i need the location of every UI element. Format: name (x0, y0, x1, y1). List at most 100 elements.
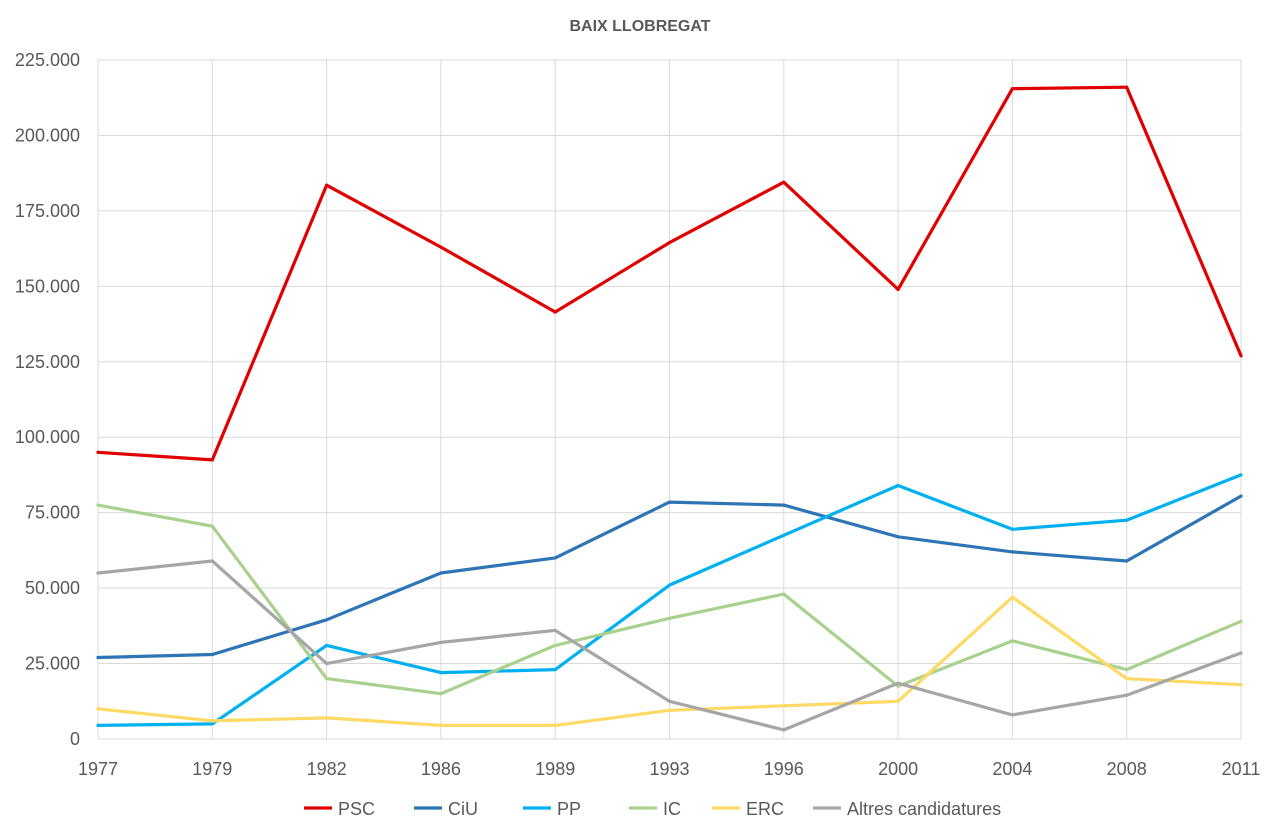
data-point-psc (1239, 354, 1243, 358)
x-tick-label: 1982 (307, 759, 347, 779)
data-point-altres-candidatures (1239, 651, 1243, 655)
data-point-psc (896, 287, 900, 291)
data-point-pp (782, 533, 786, 537)
data-point-altres-candidatures (1125, 693, 1129, 697)
data-point-ic (439, 692, 443, 696)
series-lines (96, 85, 1243, 732)
x-axis-ticks: 1977 1979 1982 1986 1989 1993 1996 2000 2004 2008… (78, 759, 1260, 779)
data-point-erc (1125, 677, 1129, 681)
data-point-pp (96, 723, 100, 728)
data-point-ciu (896, 535, 900, 539)
data-point-altres-candidatures (1010, 713, 1015, 717)
data-point-ic (1239, 619, 1243, 623)
data-point-pp (210, 722, 214, 726)
data-point-ic (1010, 639, 1015, 643)
legend-label-erc: ERC (746, 799, 784, 819)
data-point-ic (210, 524, 214, 528)
data-point-pp (325, 643, 329, 648)
data-point-ic (325, 677, 329, 681)
data-point-psc (1125, 85, 1129, 89)
data-point-pp (553, 667, 557, 672)
data-point-ic (667, 616, 672, 620)
data-point-ciu (210, 652, 214, 657)
data-point-altres-candidatures (553, 628, 557, 632)
data-point-psc (210, 458, 214, 462)
legend-label-pp: PP (557, 799, 581, 819)
y-tick-label: 200.000 (15, 125, 80, 145)
y-tick-label: 125.000 (15, 352, 80, 372)
data-point-psc (782, 180, 786, 184)
legend: PSC CiU PP IC ERC Altres candidatures (304, 799, 1001, 819)
data-point-ciu (553, 556, 557, 560)
data-point-ciu (667, 500, 672, 504)
x-tick-label: 1993 (649, 759, 689, 779)
data-point-pp (1239, 473, 1243, 477)
data-point-altres-candidatures (667, 699, 672, 703)
data-point-pp (667, 583, 672, 587)
data-point-erc (210, 719, 214, 723)
x-tick-label: 1986 (421, 759, 461, 779)
x-tick-label: 1979 (192, 759, 232, 779)
data-point-ciu (96, 655, 100, 660)
data-point-pp (896, 483, 900, 488)
x-tick-label: 2008 (1107, 759, 1147, 779)
data-point-altres-candidatures (896, 681, 900, 685)
grid (97, 59, 1242, 740)
data-point-ciu (1010, 550, 1015, 554)
y-tick-label: 75.000 (25, 503, 80, 523)
data-point-pp (439, 671, 443, 675)
x-tick-label: 1977 (78, 759, 118, 779)
data-point-erc (782, 704, 786, 708)
data-point-erc (96, 707, 100, 711)
data-point-erc (1239, 683, 1243, 687)
data-point-ic (896, 684, 900, 688)
data-point-ciu (782, 503, 786, 507)
data-point-ciu (1239, 494, 1243, 498)
data-point-psc (553, 310, 557, 314)
x-tick-label: 2004 (992, 759, 1032, 779)
data-point-erc (667, 708, 672, 712)
chart-title: BAIX LLOBREGAT (569, 18, 710, 35)
data-point-psc (1010, 87, 1015, 91)
data-point-psc (325, 183, 329, 187)
data-point-altres-candidatures (439, 640, 443, 645)
legend-label-ic: IC (663, 799, 681, 819)
y-tick-label: 225.000 (15, 50, 80, 70)
y-tick-label: 150.000 (15, 276, 80, 296)
legend-label-psc: PSC (338, 799, 375, 819)
data-point-ic (96, 503, 100, 507)
data-point-ciu (325, 618, 329, 622)
data-point-erc (325, 716, 329, 720)
data-point-altres-candidatures (325, 661, 329, 666)
x-tick-label: 2011 (1222, 759, 1261, 779)
y-axis-ticks: 0 25.000 50.000 75.000 100.000 125.000 150.000… (15, 50, 80, 749)
data-point-pp (1010, 527, 1015, 531)
data-point-psc (439, 245, 443, 249)
legend-label-altres-candidatures: Altres candidatures (847, 799, 1001, 819)
data-point-ic (782, 592, 786, 596)
data-point-pp (1125, 518, 1129, 522)
data-point-ciu (439, 571, 443, 575)
data-point-ic (1125, 667, 1129, 672)
data-point-psc (667, 240, 672, 245)
x-tick-label: 1989 (535, 759, 575, 779)
data-point-altres-candidatures (96, 571, 100, 575)
data-point-erc (439, 723, 443, 728)
data-point-psc (96, 450, 100, 454)
data-point-erc (553, 723, 557, 728)
data-point-ciu (1125, 559, 1129, 563)
x-tick-label: 2000 (878, 759, 918, 779)
x-tick-label: 1996 (764, 759, 804, 779)
data-point-altres-candidatures (782, 728, 786, 732)
y-tick-label: 0 (70, 729, 80, 749)
y-tick-label: 175.000 (15, 201, 80, 221)
data-point-altres-candidatures (210, 559, 214, 563)
y-tick-label: 25.000 (25, 654, 80, 674)
data-point-erc (1010, 595, 1015, 599)
data-point-erc (896, 699, 900, 703)
legend-label-ciu: CiU (448, 799, 478, 819)
y-tick-label: 50.000 (25, 578, 80, 598)
data-point-ic (553, 643, 557, 648)
